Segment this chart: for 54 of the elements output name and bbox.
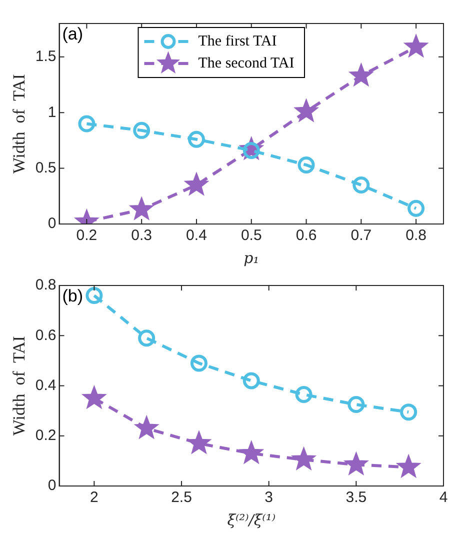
point [400, 404, 418, 421]
x-tick-label: 0.2 [76, 227, 98, 244]
x-tick-label: 3.5 [346, 489, 367, 506]
x-tick-label: 4 [439, 489, 448, 506]
point [294, 98, 318, 122]
y-tick-label: 0 [48, 215, 56, 232]
point [188, 130, 205, 148]
x-tick-label: 0.5 [240, 227, 262, 244]
y-tick-label: 0.4 [35, 376, 56, 394]
x-axis-title: ξ⁽²⁾/ξ⁽¹⁾ [227, 510, 276, 529]
point [187, 430, 211, 454]
x-tick-label: 2 [90, 489, 98, 506]
x-tick-label: 2.5 [171, 489, 192, 506]
point [348, 396, 365, 414]
point [82, 386, 106, 408]
point [86, 287, 103, 304]
y-tick-label: 1 [48, 104, 56, 121]
point [292, 447, 316, 470]
point [295, 386, 312, 404]
point [138, 330, 156, 347]
y-tick-label: 1.5 [35, 48, 56, 66]
point [396, 454, 420, 478]
point [190, 354, 208, 372]
legend-label: The first TAI [198, 33, 277, 50]
y-tick-label: 0.6 [35, 326, 56, 344]
point [352, 176, 370, 194]
y-axis-title: Width of TAI [10, 74, 29, 174]
x-tick-label: 0.3 [131, 227, 152, 244]
point [134, 416, 158, 439]
y-tick-label: 0.8 [35, 276, 56, 294]
x-axis-title: p₁ [244, 248, 260, 267]
x-tick-label: 0.7 [350, 227, 372, 244]
x-tick-label: 3 [264, 489, 274, 506]
x-tick-label: 0.6 [296, 227, 317, 244]
y-tick-label: 0.5 [35, 159, 56, 176]
annotation: (a) [62, 24, 84, 44]
annotation: (b) [62, 286, 84, 306]
point [78, 115, 96, 132]
point [344, 452, 368, 475]
point [239, 440, 264, 464]
x-tick-label: 0.4 [186, 227, 207, 244]
y-tick-label: 0 [48, 477, 56, 494]
point [242, 372, 260, 390]
point [298, 156, 315, 174]
point [133, 122, 150, 139]
point [349, 63, 374, 86]
y-tick-label: 0.2 [35, 427, 56, 444]
y-axis-title: Width of TAI [10, 336, 29, 436]
point [130, 197, 154, 220]
legend-label: The second TAI [198, 55, 294, 72]
point [404, 34, 428, 58]
x-tick-label: 0.8 [406, 227, 426, 244]
point [184, 172, 208, 196]
point [408, 200, 425, 217]
